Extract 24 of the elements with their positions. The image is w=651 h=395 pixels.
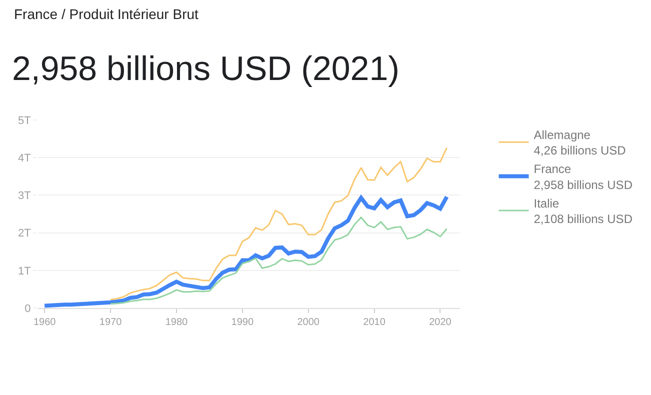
x-tick-label: 2010 <box>363 317 386 328</box>
legend-label: France <box>534 162 572 176</box>
y-tick-label: 3T <box>18 190 32 202</box>
y-tick-label: 1T <box>18 265 32 278</box>
y-tick-label: 2T <box>18 228 32 240</box>
x-tick-label: 1960 <box>33 317 56 328</box>
legend-label: Allemagne <box>534 128 591 142</box>
y-tick-label: 5T <box>18 114 32 127</box>
legend-label: Italie <box>534 196 560 210</box>
line-series <box>110 216 448 305</box>
x-tick-label: 1990 <box>231 317 254 328</box>
line-series <box>110 147 448 300</box>
x-tick-label: 2020 <box>429 317 452 328</box>
chart-title: 2,958 billions USD (2021) <box>12 50 400 89</box>
text: 2,108 billions USD <box>534 212 633 226</box>
y-tick-label: 0 <box>24 302 31 315</box>
text: 4,26 billions USD <box>534 144 626 158</box>
line-series <box>42 194 449 308</box>
x-tick-label: 2000 <box>297 317 320 328</box>
x-tick-label: 1980 <box>165 317 188 328</box>
text: 2,958 billions USD <box>534 178 633 192</box>
y-tick-label: 4T <box>18 152 32 164</box>
x-tick-label: 1970 <box>99 317 122 328</box>
chart-subtitle: France / Produit Intérieur Brut <box>14 6 198 22</box>
